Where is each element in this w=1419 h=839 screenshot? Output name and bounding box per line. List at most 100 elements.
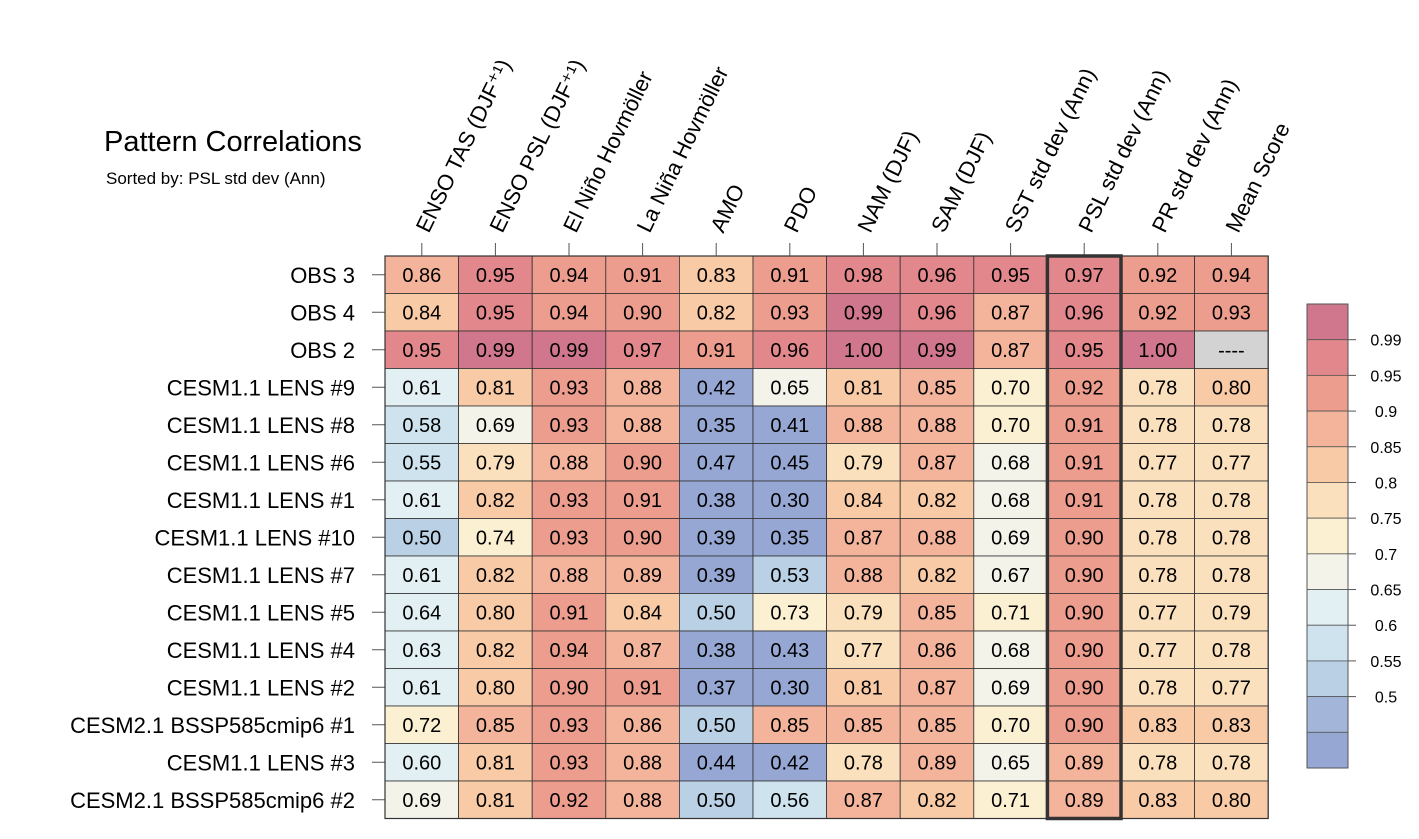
cell-value: 0.45 [770, 452, 809, 474]
cell-value: 0.91 [623, 490, 662, 512]
cell-value: 0.89 [918, 752, 957, 774]
cell-value: 0.39 [697, 527, 736, 549]
heatmap-cell [605, 630, 680, 669]
cell-value: 0.91 [623, 677, 662, 699]
cell-value: 0.88 [844, 565, 883, 587]
cell-value: 0.78 [1138, 527, 1177, 549]
heatmap-cell [384, 255, 459, 294]
heatmap-cell [1194, 518, 1269, 557]
heatmap-cell [458, 780, 533, 819]
cell-value: 0.92 [550, 790, 589, 812]
heatmap-cell [384, 293, 459, 332]
cell-value: 0.88 [550, 452, 589, 474]
cell-value: 0.85 [476, 715, 515, 737]
cell-value: 0.78 [1212, 565, 1251, 587]
heatmap-cell [826, 705, 901, 744]
cell-value: 0.68 [991, 640, 1030, 662]
cell-value: 0.82 [918, 490, 957, 512]
heatmap-cell [1120, 255, 1195, 294]
row-label: OBS 2 [290, 338, 355, 363]
cell-value: 0.90 [623, 452, 662, 474]
heatmap-cell [1047, 330, 1122, 369]
cell-value: 0.99 [550, 340, 589, 362]
heatmap-cell [752, 668, 827, 707]
heatmap-cell [752, 480, 827, 519]
heatmap-cell [1047, 293, 1122, 332]
heatmap-cell [826, 293, 901, 332]
cell-value: 0.78 [1212, 640, 1251, 662]
heatmap-cell [1194, 555, 1269, 594]
row-label: OBS 4 [290, 300, 355, 325]
cell-value: 0.88 [623, 752, 662, 774]
cell-value: 0.88 [918, 415, 957, 437]
cell-value: 0.65 [991, 752, 1030, 774]
heatmap-cell [826, 780, 901, 819]
cell-value: 0.81 [476, 377, 515, 399]
heatmap-cell [384, 780, 459, 819]
cell-value: 0.90 [550, 677, 589, 699]
cell-value: 0.84 [402, 302, 441, 324]
cell-value: 0.70 [991, 415, 1030, 437]
cell-value: 0.90 [623, 302, 662, 324]
legend-swatch [1306, 303, 1349, 341]
row-label: OBS 3 [290, 263, 355, 288]
heatmap-cell [899, 593, 975, 632]
cell-value: 0.96 [1065, 302, 1104, 324]
heatmap-cell [384, 668, 459, 707]
cell-value: 0.78 [1212, 415, 1251, 437]
cell-value: 0.68 [991, 490, 1030, 512]
heatmap-cell [752, 518, 827, 557]
cell-value: 0.78 [1212, 752, 1251, 774]
cell-value: 0.96 [770, 340, 809, 362]
chart-subtitle: Sorted by: PSL std dev (Ann) [106, 169, 326, 188]
cell-value: 0.39 [697, 565, 736, 587]
heatmap-cell [1047, 743, 1122, 782]
legend-swatch [1306, 660, 1349, 698]
cell-value: 0.85 [918, 715, 957, 737]
cell-value: 0.95 [402, 340, 441, 362]
cell-value: 0.90 [1065, 677, 1104, 699]
heatmap-cell [458, 705, 533, 744]
heatmap-cell [1120, 443, 1195, 482]
heatmap-cell [384, 330, 459, 369]
heatmap-cell [605, 480, 680, 519]
heatmap-cell [458, 668, 533, 707]
heatmap-cell [826, 668, 901, 707]
heatmap-cell [384, 705, 459, 744]
legend-label: 0.9 [1375, 404, 1397, 421]
cell-value: 0.96 [918, 302, 957, 324]
cell-value: 0.97 [1065, 265, 1104, 287]
row-label: CESM1.1 LENS #8 [167, 413, 355, 438]
cell-value: 0.73 [770, 602, 809, 624]
heatmap-cell [973, 668, 1048, 707]
row-label: CESM1.1 LENS #3 [167, 750, 355, 775]
cell-value: 0.83 [697, 265, 736, 287]
cell-value: 0.90 [1065, 602, 1104, 624]
cell-value: 0.80 [476, 602, 515, 624]
heatmap-cell [605, 593, 680, 632]
cell-value: 0.80 [476, 677, 515, 699]
heatmap-cell [384, 518, 459, 557]
heatmap-cell [384, 405, 459, 444]
cell-value: 0.99 [918, 340, 957, 362]
legend-label: 0.55 [1370, 654, 1401, 671]
row-label: CESM1.1 LENS #9 [167, 375, 355, 400]
heatmap-cell [679, 368, 754, 407]
cell-value: 0.96 [918, 265, 957, 287]
cell-value: 0.35 [770, 527, 809, 549]
cell-value: 0.61 [402, 677, 441, 699]
heatmap-cell [752, 330, 827, 369]
cell-value: 0.77 [1138, 640, 1177, 662]
heatmap-cell [752, 405, 827, 444]
heatmap-cell [826, 593, 901, 632]
heatmap-cell [1194, 330, 1269, 369]
heatmap-cell [679, 518, 754, 557]
cell-value: 0.67 [991, 565, 1030, 587]
column-label: Mean Score [1220, 119, 1294, 237]
cell-value: 0.86 [402, 265, 441, 287]
legend-swatch [1306, 517, 1349, 555]
cell-value: 0.50 [697, 790, 736, 812]
cell-value: 0.82 [476, 565, 515, 587]
cell-value: 0.77 [1212, 677, 1251, 699]
